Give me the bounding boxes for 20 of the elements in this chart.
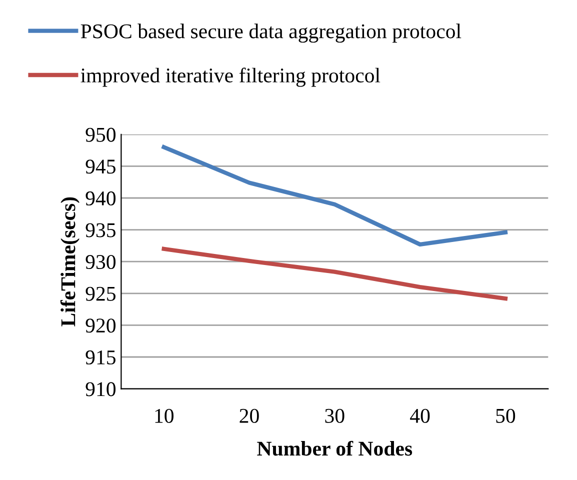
y-axis-title: LifeTime(secs)	[60, 197, 80, 326]
x-tick-label: 40	[410, 408, 430, 423]
x-tick-label: 30	[325, 408, 344, 423]
x-tick-label: 10	[155, 408, 174, 423]
y-tick-label: 930	[86, 254, 116, 270]
legend-label: improved iterative filtering protocol	[80, 68, 380, 87]
y-tick-label: 945	[86, 160, 116, 174]
y-tick-label: 950	[86, 128, 116, 142]
y-tick-label: 935	[86, 223, 116, 238]
legend-label: PSOC based secure data aggregation protocol	[80, 24, 462, 43]
line-series	[162, 145, 508, 247]
x-axis-title: Number of Nodes	[257, 440, 412, 456]
y-tick-label: 910	[86, 382, 116, 396]
line-series	[162, 246, 508, 301]
y-tick-label: 915	[86, 350, 116, 364]
x-tick-label: 50	[496, 408, 516, 423]
y-tick-label: 920	[86, 318, 116, 333]
y-tick-label: 925	[86, 286, 116, 301]
y-tick-label: 940	[86, 191, 116, 206]
x-tick-label: 20	[240, 408, 259, 423]
